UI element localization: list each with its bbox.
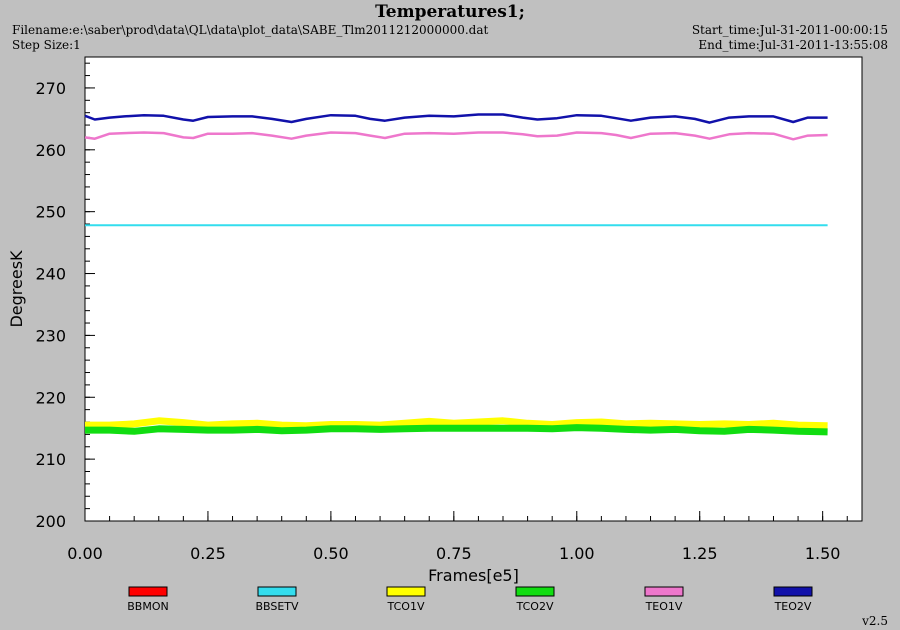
y-tick-label: 270	[35, 79, 66, 98]
x-tick-label: 0.00	[67, 544, 103, 563]
legend-label-bbsetv: BBSETV	[255, 600, 299, 613]
series-line-tco1v	[85, 417, 828, 430]
series-layer	[84, 113, 828, 436]
y-axis-label: DegreesK	[7, 250, 26, 328]
legend-swatch-bbsetv	[257, 586, 297, 597]
x-axis: 0.00 0.25 0.50 0.75 1.00 1.25 1.50	[67, 511, 840, 563]
y-tick-label: 250	[35, 203, 66, 222]
x-tick-label: 0.50	[313, 544, 349, 563]
legend-swatch-teo1v	[644, 586, 684, 597]
y-tick-label: 230	[35, 326, 66, 345]
legend-swatch-tco1v	[386, 586, 426, 597]
legend-label-teo1v: TEO1V	[645, 600, 683, 613]
y-tick-label: 200	[35, 512, 66, 531]
start-time-label: Start_time:Jul-31-2011-00:00:15	[691, 23, 888, 37]
series-line-teo2v	[84, 113, 828, 124]
y-axis: 200 210 220 230 240 250 260 270	[35, 79, 95, 531]
x-tick-label: 1.50	[805, 544, 841, 563]
legend-swatch-bbmon	[128, 586, 168, 597]
x-tick-label: 1.25	[682, 544, 718, 563]
series-line-teo1v	[84, 131, 828, 141]
minor-ticks	[84, 62, 848, 522]
legend-swatch-teo2v	[773, 586, 813, 597]
filename-label: Filename:e:\saber\prod\data\QL\data\plot…	[12, 23, 489, 37]
legend-label-bbmon: BBMON	[127, 600, 168, 613]
legend-swatch-tco2v	[515, 586, 555, 597]
y-tick-label: 260	[35, 141, 66, 160]
y-tick-label: 220	[35, 388, 66, 407]
x-axis-label: Frames[e5]	[428, 566, 519, 585]
series-line-tco2v	[85, 424, 828, 436]
end-time-label: End_time:Jul-31-2011-13:55:08	[698, 38, 888, 52]
legend: BBMON BBSETV TCO1V TCO2V TEO1V TEO2V	[127, 586, 813, 613]
y-tick-label: 240	[35, 265, 66, 284]
x-tick-label: 1.00	[559, 544, 595, 563]
x-tick-label: 0.75	[436, 544, 472, 563]
step-size-label: Step Size:1	[12, 38, 81, 52]
y-tick-label: 210	[35, 450, 66, 469]
plot-area	[84, 56, 863, 522]
chart-title: Temperatures1;	[375, 2, 525, 22]
legend-label-tco2v: TCO2V	[516, 600, 554, 613]
version-label: v2.5	[862, 614, 888, 628]
legend-label-teo2v: TEO2V	[774, 600, 812, 613]
legend-label-tco1v: TCO1V	[387, 600, 425, 613]
x-tick-label: 0.25	[190, 544, 226, 563]
